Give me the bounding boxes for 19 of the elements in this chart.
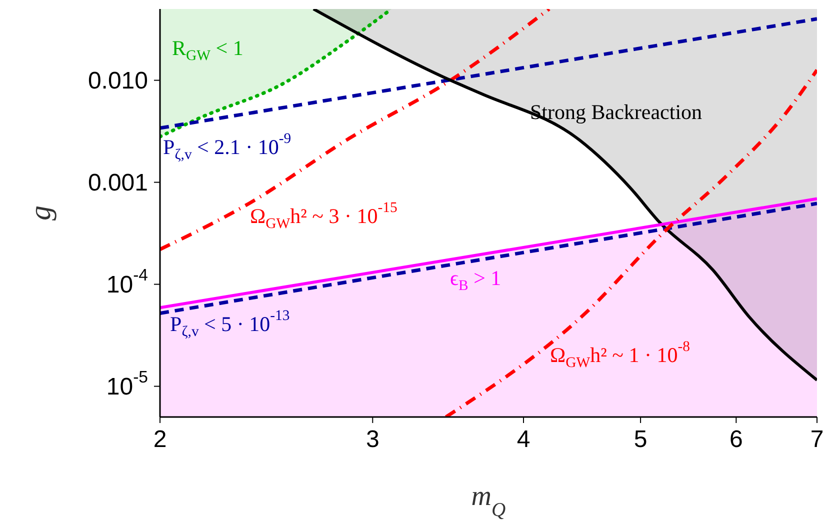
y-tick-label: 10$^{-4}$ bbox=[106, 265, 148, 298]
annotation: R$_{GW}$ < 1 bbox=[172, 36, 244, 64]
annotation: Ω$_{GW}$h² ~ 1 · 10$^{-8}$ bbox=[550, 339, 690, 371]
annotation: Ω$_{GW}$h² ~ 3 · 10$^{-15}$ bbox=[250, 200, 398, 232]
x-tick-label: 4 bbox=[516, 426, 530, 453]
annotation: P$_{ζ,v}$ < 5 · 10$^{-13}$ bbox=[170, 308, 290, 340]
y-tick-label: 0.010 bbox=[88, 66, 148, 94]
x-tick-label: 6 bbox=[729, 426, 743, 453]
annotation: ϵ$_{B}$ > 1 bbox=[450, 266, 502, 294]
x-tick-label: 5 bbox=[634, 426, 648, 453]
x-tick-label: 2 bbox=[153, 426, 167, 453]
x-axis-title: m$_{Q}$ bbox=[471, 481, 506, 520]
y-axis-title: g bbox=[24, 206, 56, 220]
x-tick-label: 3 bbox=[366, 426, 380, 453]
x-tick-label: 7 bbox=[810, 426, 824, 453]
y-tick-label: 0.001 bbox=[88, 168, 148, 196]
y-tick-label: 10$^{-5}$ bbox=[106, 367, 148, 400]
annotation: P$_{ζ,v}$ < 2.1 · 10$^{-9}$ bbox=[163, 131, 292, 163]
annotation: Strong Backreaction bbox=[530, 100, 703, 124]
